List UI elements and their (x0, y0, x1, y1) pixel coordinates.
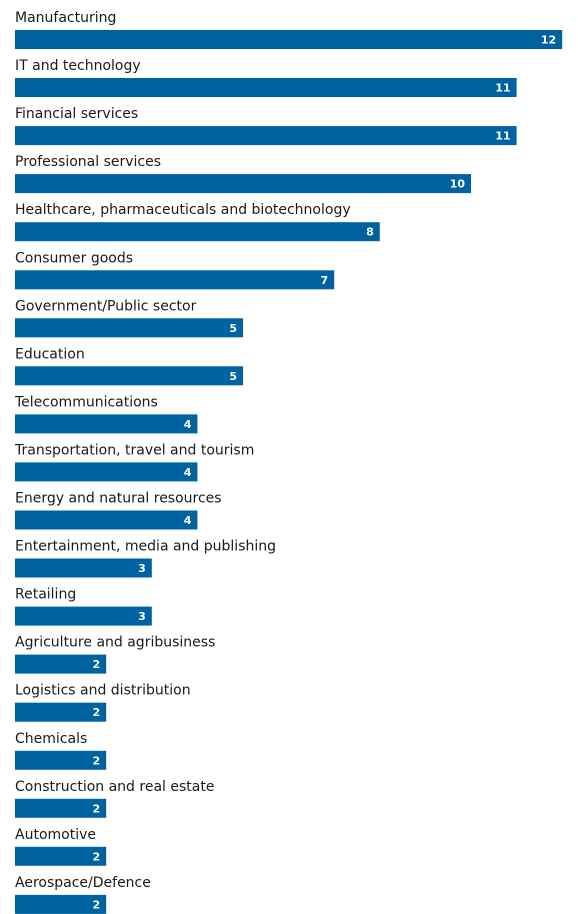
bar-row: Logistics and distribution 2 (15, 683, 191, 722)
bar-value-label: 8 (366, 226, 374, 239)
bar-row: Professional services 10 (15, 154, 471, 194)
bar (15, 798, 107, 818)
bar-row: Entertainment, media and publishing 3 (15, 539, 276, 578)
bar (15, 366, 243, 386)
category-label: Telecommunications (14, 394, 158, 410)
bar (15, 654, 107, 674)
bar-value-label: 2 (93, 658, 101, 671)
bar-row: Healthcare, pharmaceuticals and biotechn… (15, 202, 380, 242)
category-label: Healthcare, pharmaceuticals and biotechn… (15, 202, 351, 218)
bar-value-label: 2 (93, 706, 101, 719)
bar-value-label: 12 (541, 34, 556, 47)
bar-row: Transportation, travel and tourism 4 (14, 442, 254, 482)
bar (15, 30, 563, 49)
category-label: Retailing (15, 587, 76, 603)
bar (15, 126, 517, 146)
bar (15, 414, 198, 434)
bar-value-label: 3 (138, 562, 146, 575)
bar-row: Aerospace/Defence 2 (15, 875, 151, 914)
category-label: Government/Public sector (15, 298, 197, 314)
bar-row: Energy and natural resources 4 (15, 491, 222, 530)
bar (15, 894, 107, 914)
bar-row: Automotive 2 (15, 827, 107, 866)
bar-row: Agriculture and agribusiness 2 (15, 635, 215, 674)
category-label: Financial services (15, 106, 138, 122)
bar-row: Manufacturing 12 (15, 10, 563, 49)
bar-row: Education 5 (15, 346, 243, 386)
bar-value-label: 2 (93, 802, 101, 815)
bar-value-label: 7 (321, 274, 329, 287)
category-label: IT and technology (15, 58, 141, 74)
bar-row: Telecommunications 4 (14, 394, 198, 434)
bar (15, 558, 152, 578)
bar-row: Consumer goods 7 (15, 250, 335, 290)
category-label: Aerospace/Defence (15, 875, 151, 891)
bar (15, 174, 471, 194)
bar-row: IT and technology 11 (15, 58, 517, 97)
bar (15, 606, 152, 626)
bar-value-label: 2 (93, 898, 101, 911)
bar-value-label: 2 (93, 754, 101, 767)
bar-row: Retailing 3 (15, 587, 152, 626)
bar (15, 462, 198, 482)
category-label: Automotive (15, 827, 96, 843)
bar (15, 750, 107, 770)
category-label: Education (15, 346, 85, 362)
category-label: Chemicals (15, 731, 87, 747)
bar-value-label: 4 (184, 466, 192, 479)
bar-value-label: 11 (495, 82, 510, 95)
category-label: Professional services (15, 154, 161, 170)
bar-row: Chemicals 2 (15, 731, 107, 770)
bar (15, 222, 380, 242)
bar (15, 846, 107, 866)
bar (15, 510, 198, 530)
bar (15, 270, 335, 290)
bar (15, 318, 243, 338)
category-label: Entertainment, media and publishing (15, 539, 276, 555)
category-label: Transportation, travel and tourism (14, 442, 254, 458)
bar-value-label: 5 (229, 322, 237, 335)
bar-value-label: 2 (93, 850, 101, 863)
bar-row: Construction and real estate 2 (15, 779, 214, 818)
bar-value-label: 11 (495, 130, 510, 143)
bar-value-label: 4 (184, 514, 192, 527)
bar-value-label: 4 (184, 418, 192, 431)
category-label: Construction and real estate (15, 779, 214, 795)
bar-row: Financial services 11 (15, 106, 517, 146)
category-label: Manufacturing (15, 10, 116, 26)
bar-value-label: 10 (450, 178, 466, 191)
category-label: Energy and natural resources (15, 491, 222, 507)
bar-row: Government/Public sector 5 (15, 298, 243, 338)
category-label: Agriculture and agribusiness (15, 635, 215, 651)
category-label: Consumer goods (15, 250, 133, 266)
category-label: Logistics and distribution (15, 683, 191, 699)
bar (15, 78, 517, 97)
bar (15, 702, 107, 722)
bar-value-label: 3 (138, 610, 146, 623)
bar-value-label: 5 (229, 370, 237, 383)
